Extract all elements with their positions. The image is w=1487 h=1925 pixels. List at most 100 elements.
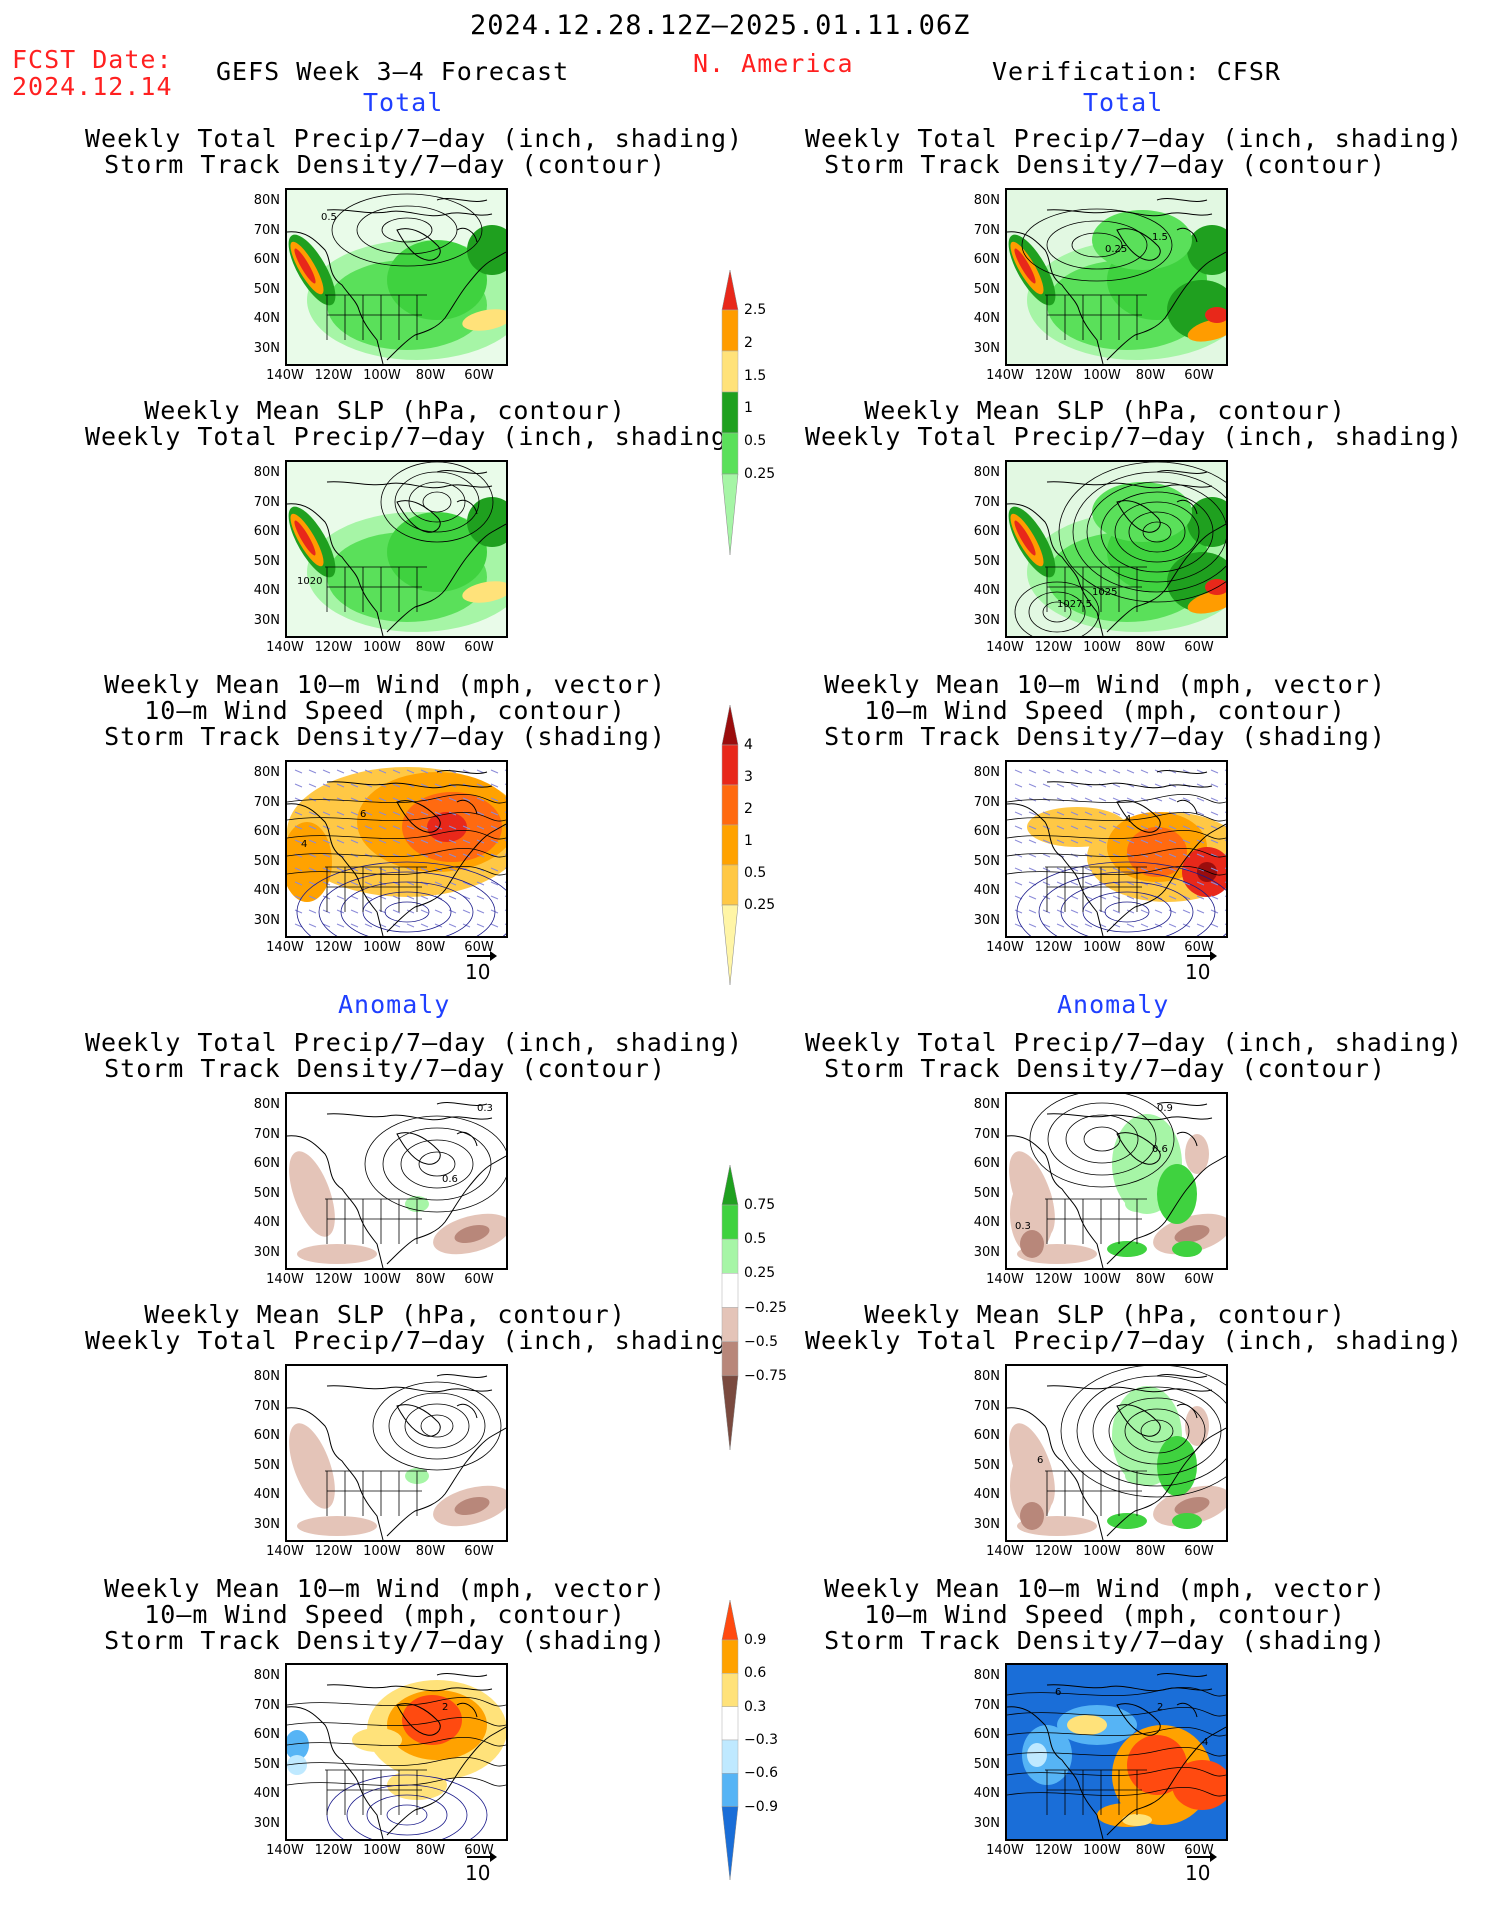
- map-p6-forecast: 2: [285, 1663, 508, 1841]
- colorbar-label: 2: [744, 334, 753, 351]
- panel-title-line: Weekly Total Precip/7–day (inch, shading…: [805, 422, 1464, 451]
- lat-tick-label: 80N: [253, 1097, 280, 1112]
- lat-tick-label: 60N: [973, 1156, 1000, 1171]
- lon-tick-label: 100W: [1083, 1843, 1121, 1858]
- colorbar-label: 0.25: [744, 466, 776, 482]
- lon-tick-label: 100W: [1083, 1544, 1121, 1559]
- product-title: GEFS Week 3–4 Forecast: [216, 57, 570, 86]
- lon-tick-label: 120W: [1034, 1843, 1073, 1858]
- lat-tick-label: 60N: [253, 1727, 280, 1742]
- panel-title-line: Weekly Mean 10–m Wind (mph, vector): [104, 1574, 666, 1603]
- map-p4-forecast: 0.3 0.6: [285, 1092, 508, 1270]
- colorbar-label: 1: [744, 400, 753, 417]
- map-p5-forecast: [285, 1364, 508, 1542]
- lat-tick-label: 80N: [973, 465, 1000, 480]
- colorbar-label: 0.3: [744, 1698, 767, 1715]
- colorbar-label: 0.25: [744, 1265, 776, 1282]
- map-p1-forecast: 0.5: [285, 188, 508, 366]
- svg-text:0.6: 0.6: [442, 1174, 458, 1185]
- lon-tick-label: 120W: [1034, 940, 1073, 955]
- panel-title-line: Storm Track Density/7–day (contour): [824, 1054, 1386, 1083]
- lat-tick-label: 80N: [973, 1668, 1000, 1683]
- lon-tick-label: 120W: [1034, 368, 1073, 383]
- section-total-right: Total: [1083, 88, 1164, 117]
- colorbar-label: 0.5: [744, 865, 767, 881]
- panel-title-line: Weekly Mean 10–m Wind (mph, vector): [104, 670, 666, 699]
- lon-tick-label: 120W: [314, 640, 353, 655]
- lat-tick-label: 80N: [973, 1369, 1000, 1384]
- panel-title-line: Weekly Mean SLP (hPa, contour): [864, 396, 1346, 425]
- colorbar-label: 0.25: [744, 897, 776, 913]
- lat-tick-label: 50N: [973, 1756, 1000, 1772]
- map-p2-verification: 1027.5 1025: [1005, 460, 1228, 638]
- lat-tick-label: 80N: [253, 765, 280, 780]
- lat-tick-label: 70N: [253, 494, 280, 510]
- colorbar-label: 1.5: [744, 367, 767, 384]
- colorbar-label: 4: [744, 737, 753, 753]
- lon-tick-label: 140W: [986, 1843, 1024, 1858]
- lat-tick-label: 80N: [253, 1369, 280, 1384]
- map-p3-verification: 4: [1005, 760, 1228, 938]
- panel-title-line: 10–m Wind Speed (mph, contour): [864, 1600, 1346, 1629]
- lat-tick-label: 30N: [253, 912, 280, 928]
- lon-tick-label: 80W: [1135, 1843, 1166, 1858]
- colorbar-label: −0.75: [744, 1367, 787, 1384]
- panel-title-line: Storm Track Density/7–day (contour): [104, 150, 666, 179]
- map-p1-verification: 0.25 1.5: [1005, 188, 1228, 366]
- lat-tick-label: 60N: [253, 824, 280, 839]
- lon-tick-label: 140W: [266, 940, 304, 955]
- lat-tick-label: 60N: [253, 524, 280, 539]
- colorbar-storm-anom: [712, 1599, 752, 1881]
- vector-reference-value: 10: [465, 960, 491, 984]
- lon-tick-label: 140W: [266, 1843, 304, 1858]
- lat-tick-label: 40N: [253, 583, 280, 598]
- lat-tick-label: 30N: [973, 1244, 1000, 1260]
- svg-text:6: 6: [1037, 1455, 1043, 1466]
- lat-tick-label: 30N: [253, 1244, 280, 1260]
- lat-tick-label: 70N: [973, 1126, 1000, 1142]
- lon-tick-label: 140W: [986, 640, 1024, 655]
- panel-title-line: Storm Track Density/7–day (shading): [824, 722, 1386, 751]
- lat-tick-label: 70N: [973, 794, 1000, 810]
- lon-tick-label: 140W: [986, 368, 1024, 383]
- lon-tick-label: 100W: [1083, 368, 1121, 383]
- panel-title-line: Weekly Total Precip/7–day (inch, shading…: [85, 124, 744, 153]
- vector-reference-value: 10: [1185, 1861, 1211, 1885]
- lon-tick-label: 120W: [314, 1272, 353, 1287]
- colorbar-label: 0.9: [744, 1632, 767, 1648]
- lat-tick-label: 30N: [253, 1516, 280, 1532]
- panel-title-line: Weekly Mean 10–m Wind (mph, vector): [824, 1574, 1386, 1603]
- lat-tick-label: 70N: [253, 1126, 280, 1142]
- lon-tick-label: 60W: [464, 1272, 494, 1287]
- lat-tick-label: 70N: [253, 1697, 280, 1713]
- panel-title-5-right: Weekly Mean SLP (hPa, contour) Weekly Tot…: [805, 1302, 1462, 1354]
- lat-tick-label: 80N: [253, 193, 280, 208]
- panel-title-2-right: Weekly Mean SLP (hPa, contour) Weekly Tot…: [805, 396, 1464, 451]
- vector-arrow-icon: [1187, 1852, 1217, 1862]
- lon-tick-label: 120W: [314, 1843, 353, 1858]
- lon-tick-label: 100W: [363, 368, 401, 383]
- lat-tick-label: 40N: [253, 883, 280, 898]
- verification-title: Verification: CFSR: [992, 57, 1281, 86]
- lat-tick-label: 70N: [253, 222, 280, 238]
- panel-title-4-left: Weekly Total Precip/7–day (inch, shading…: [85, 1030, 742, 1082]
- svg-text:6: 6: [360, 809, 366, 820]
- lat-tick-label: 50N: [253, 1185, 280, 1201]
- lat-tick-label: 40N: [253, 1215, 280, 1230]
- svg-text:6: 6: [1055, 1687, 1061, 1698]
- panel-title-line: Weekly Mean SLP (hPa, contour): [144, 1300, 626, 1329]
- panel-title-6-right: Weekly Mean 10–m Wind (mph, vector) 10–m …: [805, 1576, 1405, 1654]
- lat-tick-label: 30N: [253, 340, 280, 356]
- fcst-date: 2024.12.14: [12, 72, 173, 101]
- svg-text:4: 4: [301, 839, 307, 850]
- lat-tick-label: 30N: [973, 912, 1000, 928]
- panel-title-4-right: Weekly Total Precip/7–day (inch, shading…: [805, 1030, 1462, 1083]
- lat-tick-label: 70N: [253, 794, 280, 810]
- lat-tick-label: 30N: [973, 612, 1000, 628]
- panel-title-line: Storm Track Density/7–day (shading): [104, 1626, 666, 1655]
- lon-tick-label: 60W: [464, 1544, 494, 1559]
- lat-tick-label: 50N: [253, 553, 280, 569]
- colorbar-label: −0.9: [744, 1798, 778, 1815]
- vector-reference: 10: [465, 951, 497, 984]
